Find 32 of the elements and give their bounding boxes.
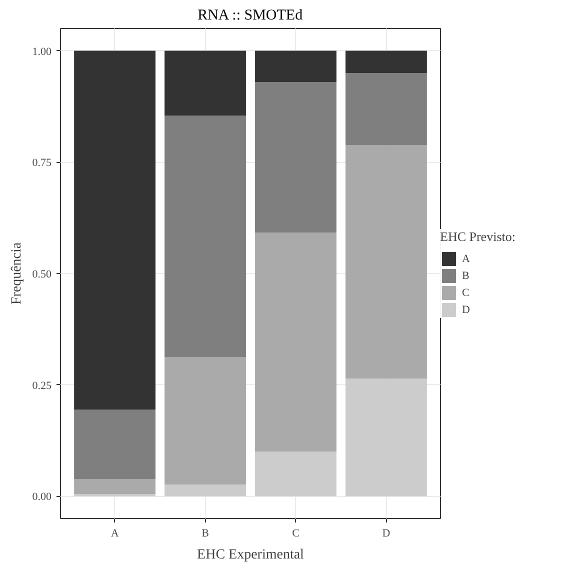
legend-label: B [462, 268, 470, 282]
bar [74, 50, 156, 410]
y-tick-label: 0.75 [32, 157, 52, 170]
bar [346, 73, 427, 146]
y-tick-label: 1.00 [32, 46, 52, 58]
bar [255, 50, 336, 82]
y-tick-label: 0.25 [32, 380, 52, 392]
x-tick-label: B [202, 528, 209, 540]
bar [346, 145, 427, 379]
y-tick-label: 0.50 [32, 268, 52, 280]
legend-label: D [462, 302, 471, 316]
y-tick-label: 0.00 [32, 491, 52, 504]
bar [346, 378, 427, 496]
chart-title: RNA :: SMOTEd [198, 8, 304, 24]
bar [255, 82, 336, 233]
x-axis-title: EHC Experimental [197, 548, 304, 562]
legend-title: EHC Previsto: [440, 229, 516, 245]
legend-label: A [462, 252, 471, 266]
bar [74, 479, 156, 494]
bar [346, 50, 427, 74]
bar [255, 452, 336, 496]
x-tick-label: A [110, 528, 119, 540]
x-tick-label: C [292, 528, 300, 540]
y-axis-title: Frequência [9, 242, 24, 305]
bar [164, 357, 246, 485]
bar [255, 232, 336, 452]
bar [74, 410, 156, 480]
bar [164, 116, 246, 358]
bar [164, 484, 246, 496]
legend-label: C [462, 286, 470, 300]
x-tick-label: D [382, 528, 390, 540]
bar [164, 50, 246, 116]
